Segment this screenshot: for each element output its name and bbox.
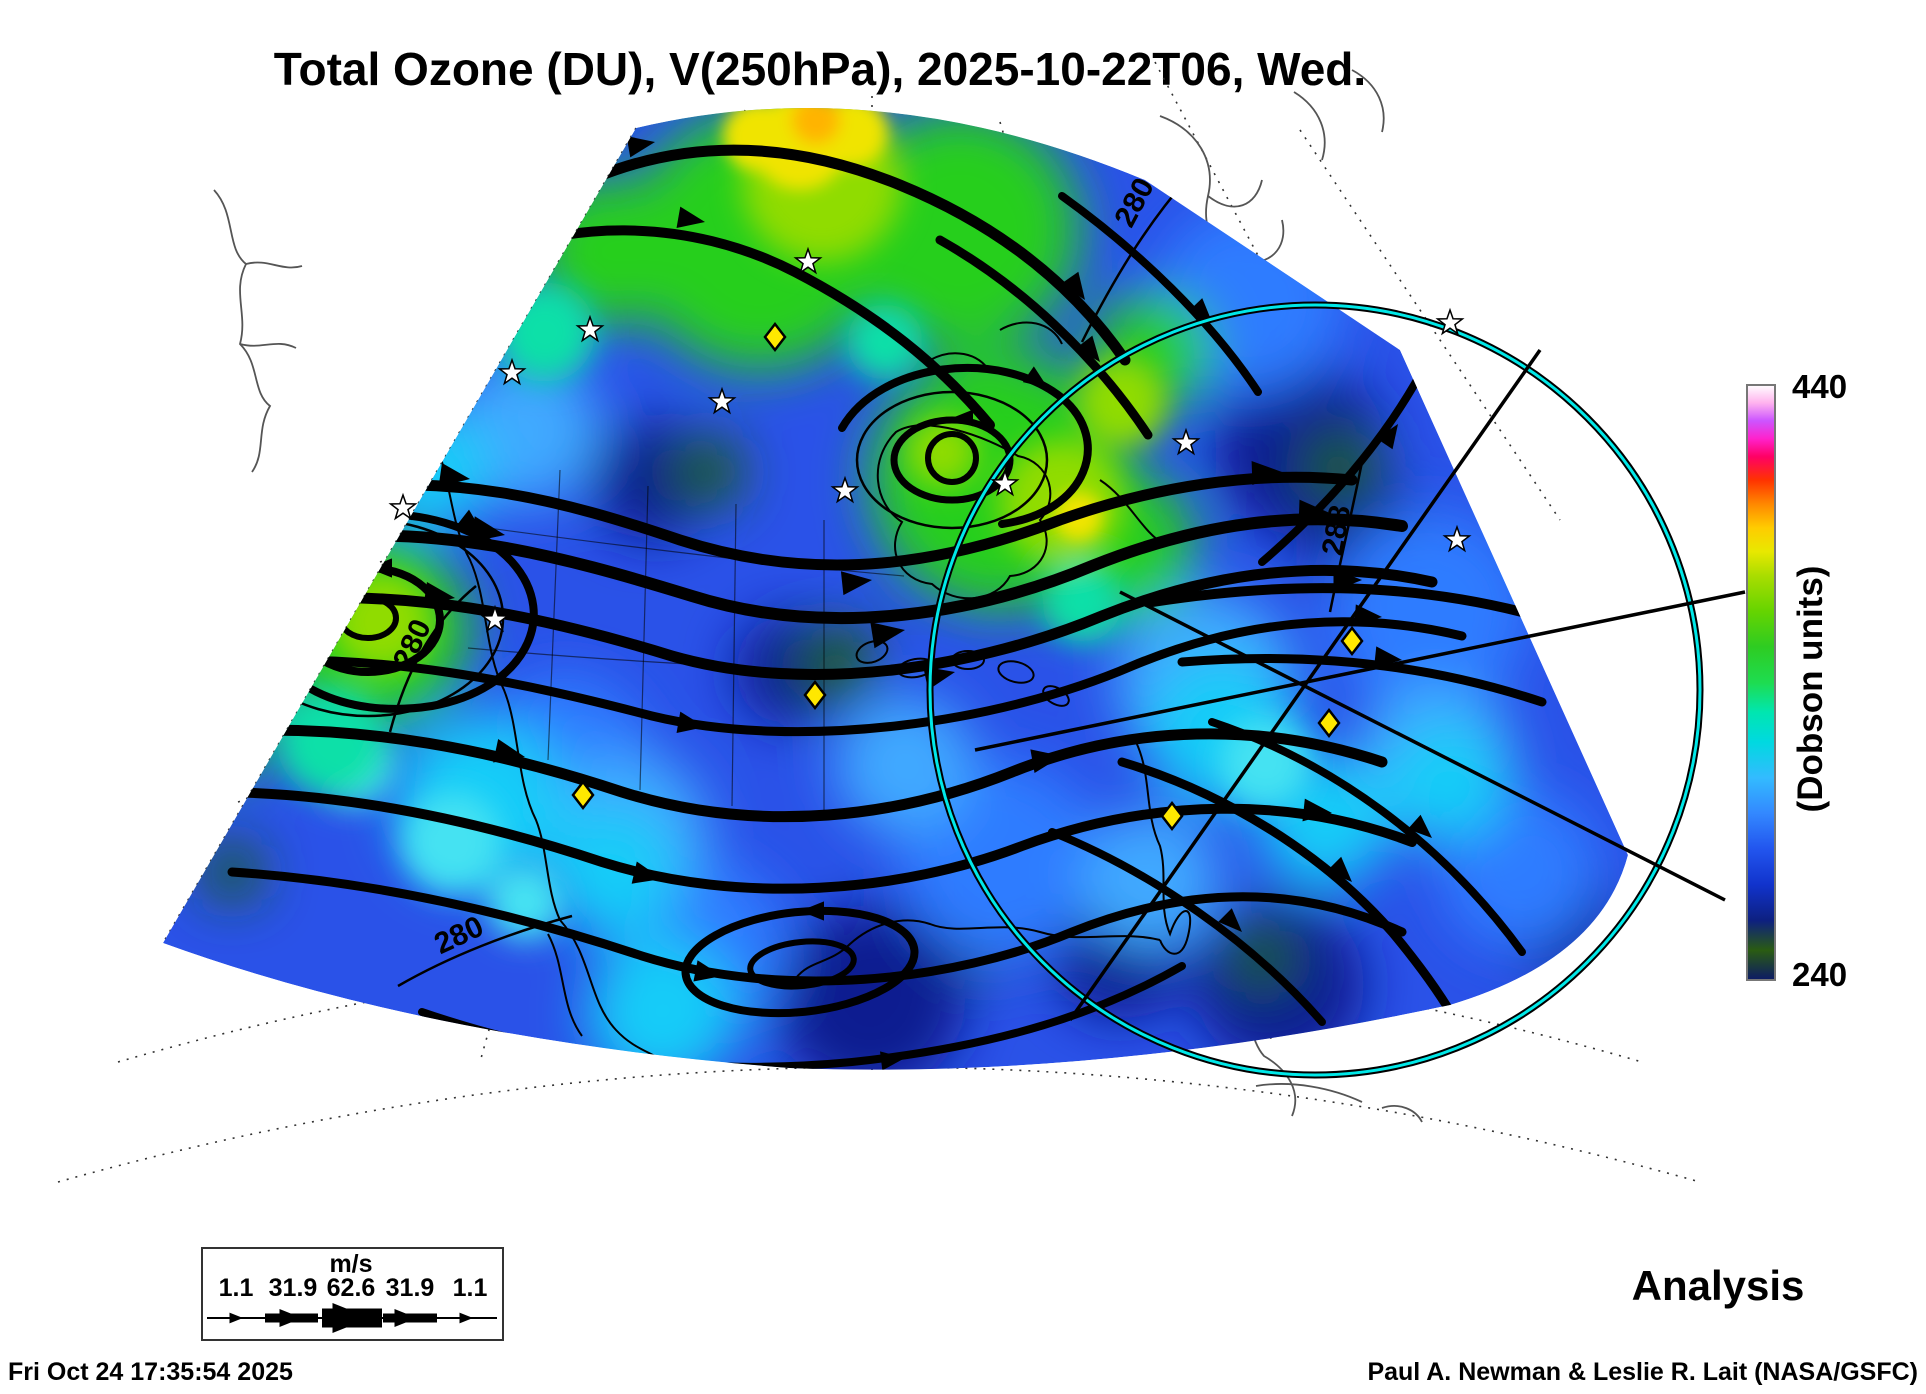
plot-title: Total Ozone (DU), V(250hPa), 2025-10-22T… <box>273 43 1367 95</box>
legend-tick: 31.9 <box>386 1274 435 1302</box>
legend-tick: 62.6 <box>327 1274 376 1302</box>
analysis-label: Analysis <box>1631 1262 1805 1309</box>
colorbar-max-label: 440 <box>1792 368 1848 405</box>
legend-units-label: m/s <box>329 1250 372 1278</box>
credit-label: Paul A. Newman & Leslie R. Lait (NASA/GS… <box>1367 1358 1918 1386</box>
timestamp-label: Fri Oct 24 17:35:54 2025 <box>8 1358 293 1386</box>
colorbar <box>1746 384 1776 981</box>
colorbar-min-label: 240 <box>1792 956 1848 993</box>
legend-tick: 1.1 <box>219 1274 254 1302</box>
colorbar-axis-label: (Dobson units) <box>1791 565 1830 813</box>
legend-tick: 31.9 <box>269 1274 318 1302</box>
streamlines-layer <box>191 131 1547 1070</box>
sightline-layer <box>974 348 1746 1022</box>
legend-tick: 1.1 <box>453 1274 488 1302</box>
range-ring <box>926 301 1704 1079</box>
wind-speed-legend: m/s 1.1 31.9 62.6 31.9 1.1 <box>201 1247 504 1341</box>
